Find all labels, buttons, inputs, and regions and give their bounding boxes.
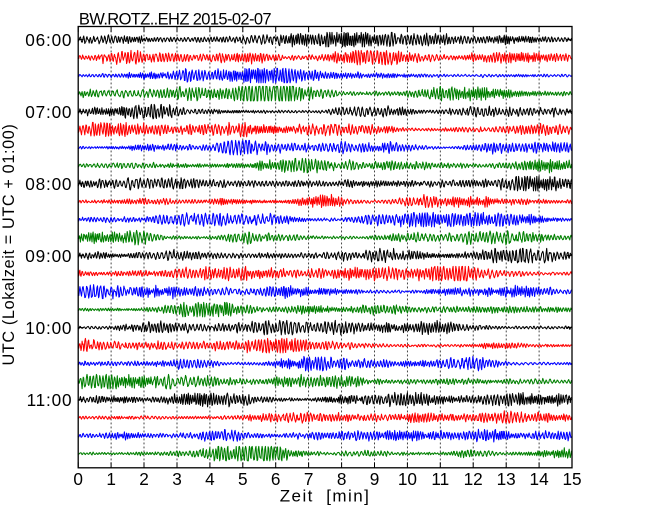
svg-text:0: 0: [73, 469, 83, 489]
svg-text:14: 14: [530, 469, 550, 489]
svg-text:2: 2: [139, 469, 149, 489]
svg-text:08:00: 08:00: [25, 174, 72, 194]
svg-text:5: 5: [238, 469, 248, 489]
svg-text:9: 9: [370, 469, 380, 489]
svg-text:09:00: 09:00: [25, 246, 72, 266]
svg-text:8: 8: [337, 469, 347, 489]
svg-text:15: 15: [562, 469, 581, 489]
svg-text:Zeit [min]: Zeit [min]: [280, 487, 371, 506]
svg-text:3: 3: [172, 469, 182, 489]
svg-text:BW.ROTZ..EHZ 2015-02-07: BW.ROTZ..EHZ 2015-02-07: [79, 10, 271, 28]
svg-text:7: 7: [304, 469, 314, 489]
svg-text:06:00: 06:00: [25, 30, 72, 50]
svg-text:UTC (Lokalzeit = UTC + 01:00): UTC (Lokalzeit = UTC + 01:00): [0, 124, 18, 366]
svg-text:4: 4: [205, 469, 215, 489]
svg-text:13: 13: [497, 469, 516, 489]
svg-text:10:00: 10:00: [25, 318, 72, 338]
svg-text:10: 10: [398, 469, 417, 489]
svg-text:12: 12: [464, 469, 483, 489]
svg-text:11: 11: [431, 469, 449, 489]
svg-text:6: 6: [271, 469, 281, 489]
svg-text:11:00: 11:00: [27, 390, 73, 410]
svg-text:1: 1: [106, 469, 116, 489]
svg-text:07:00: 07:00: [25, 102, 72, 122]
